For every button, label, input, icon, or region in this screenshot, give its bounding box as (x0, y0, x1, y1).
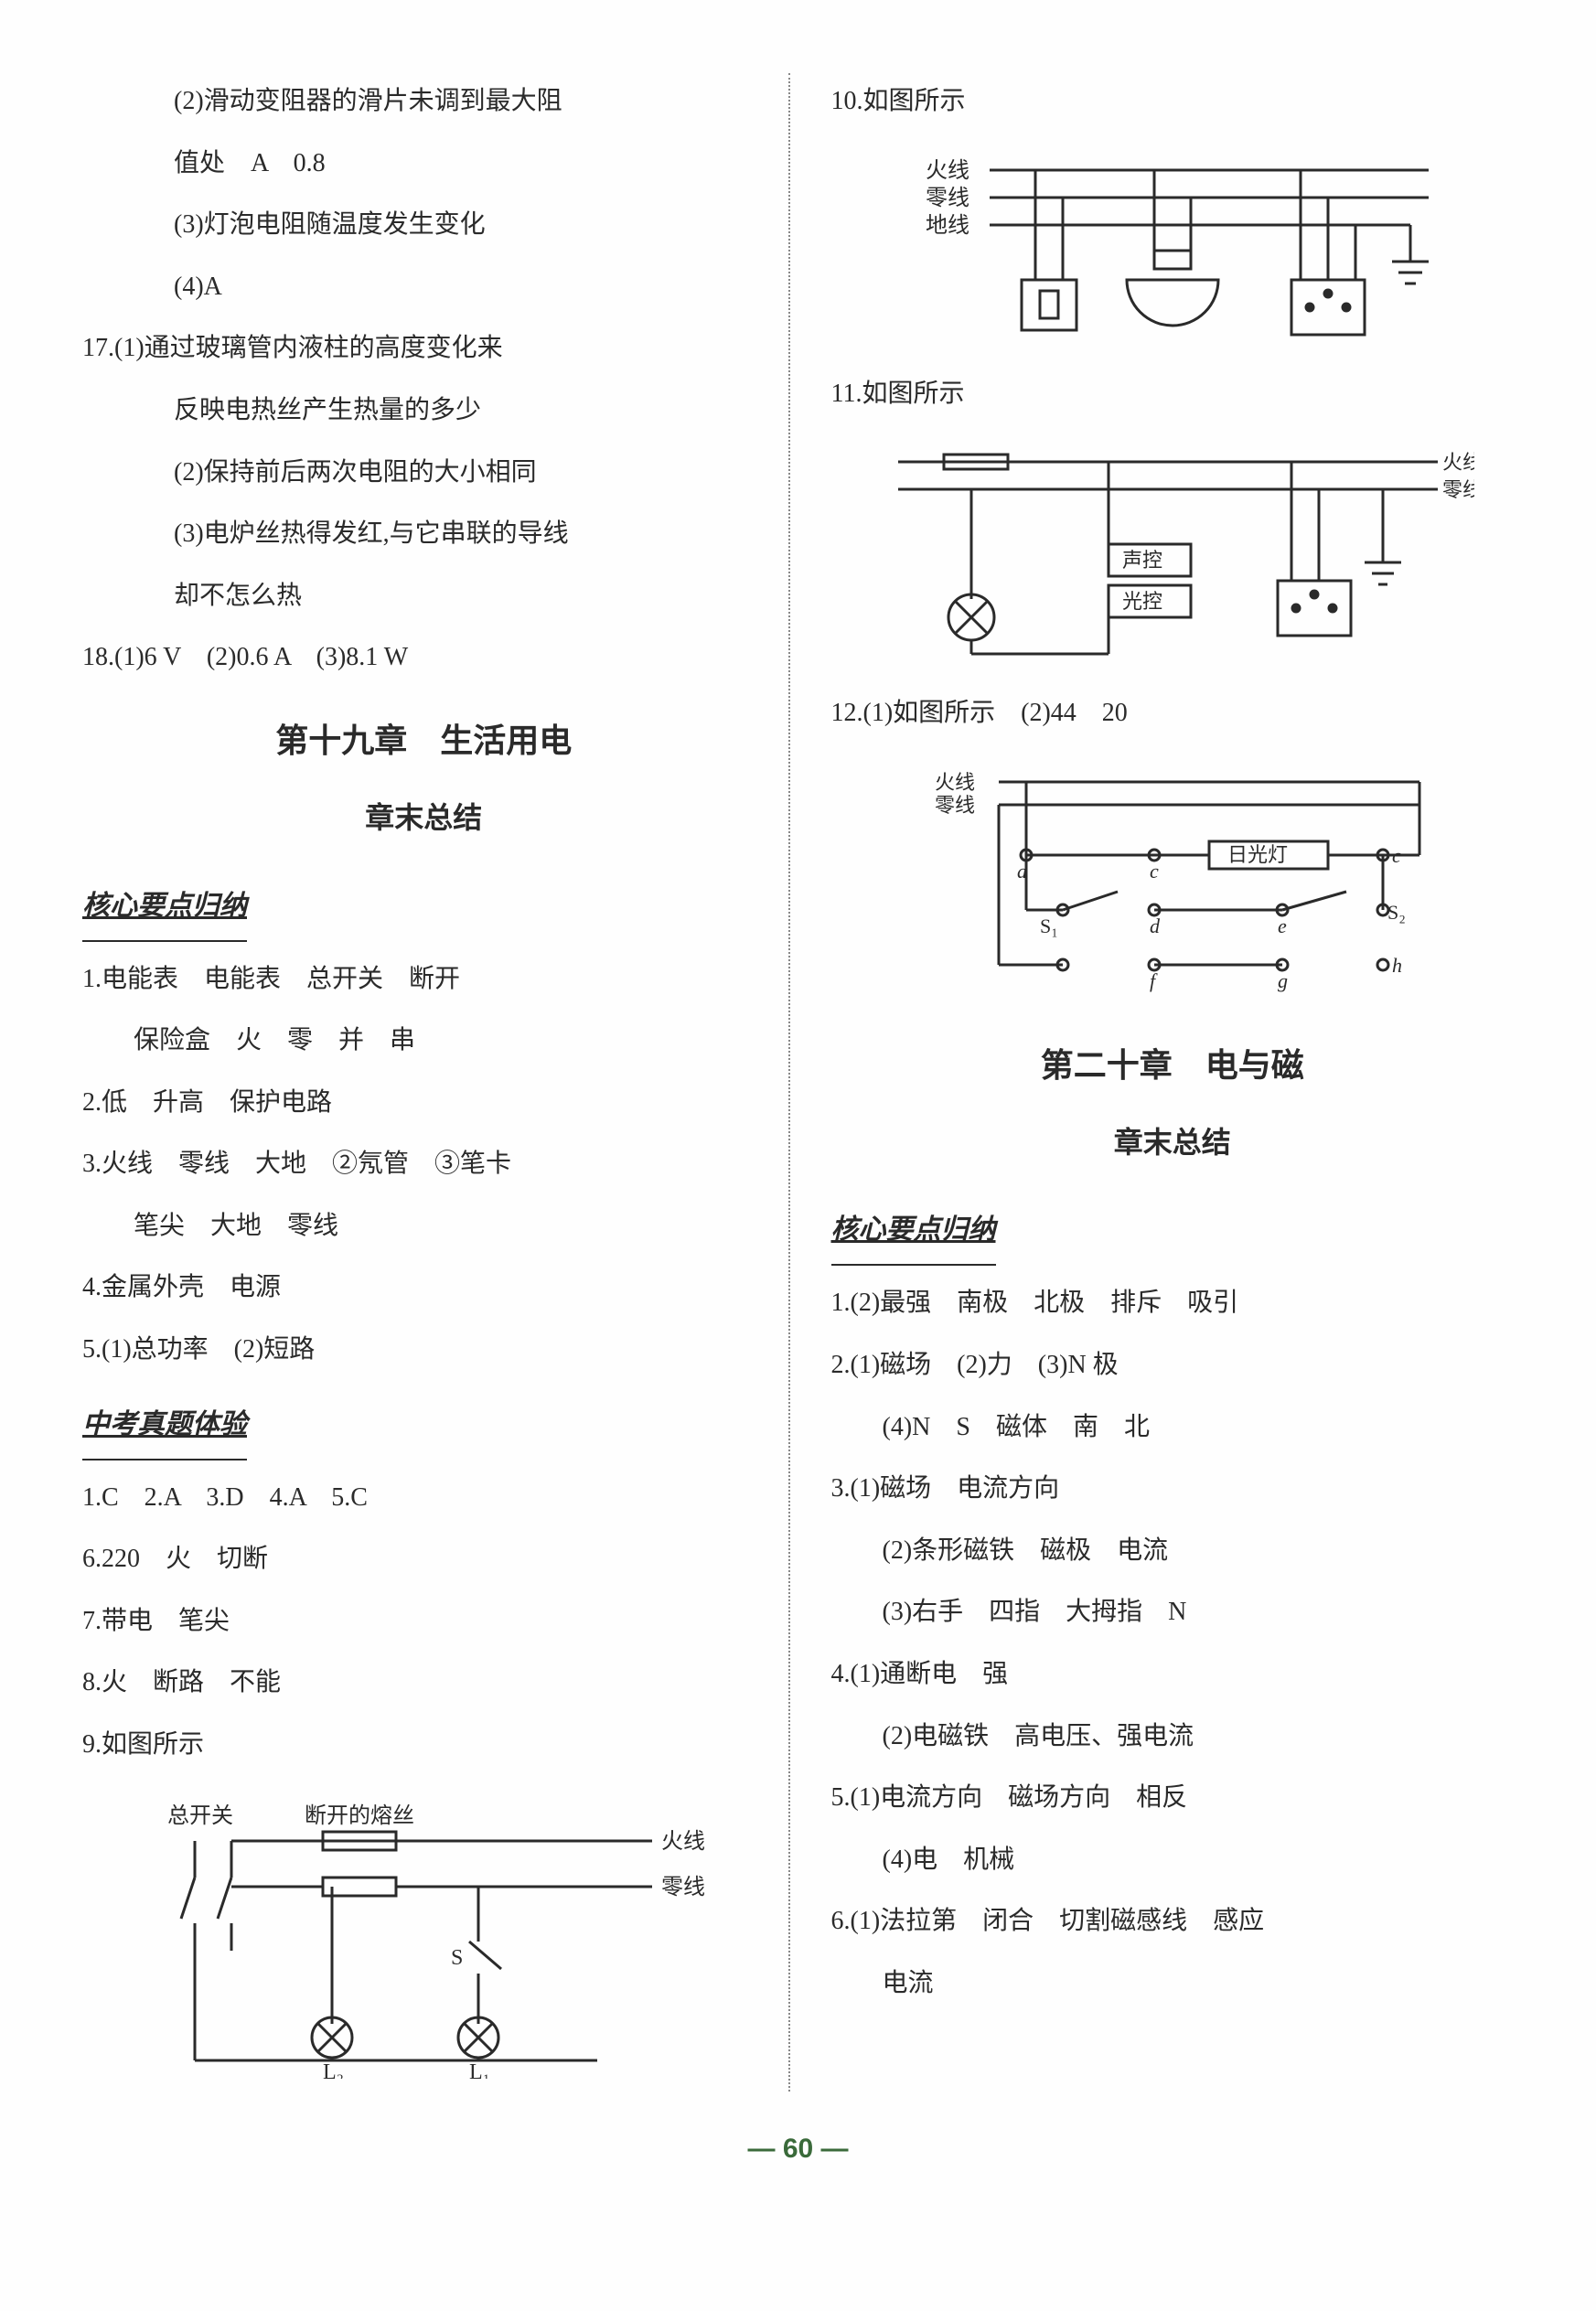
answer-text: 5.(1)总功率 (2)短路 (82, 1321, 766, 1378)
answer-text: (4)A (82, 259, 766, 316)
answer-text: (2)电磁铁 高电压、强电流 (831, 1708, 1515, 1765)
answer-text: 1.(2)最强 南极 北极 排斥 吸引 (831, 1275, 1515, 1332)
answer-text: (4)N S 磁体 南 北 (831, 1399, 1515, 1456)
label-s2: S₂ (1387, 901, 1406, 924)
label-main-switch: 总开关 (167, 1803, 233, 1828)
answer-text: 18.(1)6 V (2)0.6 A (3)8.1 W (82, 629, 766, 686)
label-l1: L₁ (469, 2060, 490, 2079)
two-column-layout: (2)滑动变阻器的滑片未调到最大阻 值处 A 0.8 (3)灯泡电阻随温度发生变… (82, 73, 1514, 2092)
label-a: a (1017, 860, 1027, 883)
answer-text: 值处 A 0.8 (82, 135, 766, 192)
answer-text: (4)电 机械 (831, 1832, 1515, 1888)
label-light-control: 光控 (1122, 590, 1162, 613)
answer-text: 10.如图所示 (831, 73, 1515, 130)
label-ground: 地线 (926, 213, 969, 238)
label-live: 火线 (661, 1829, 705, 1854)
answer-text: 17.(1)通过玻璃管内液柱的高度变化来 (82, 320, 766, 377)
label-f: f (1150, 969, 1158, 992)
answer-text: 2.低 升高 保护电路 (82, 1075, 766, 1131)
label-neutral: 零线 (1442, 478, 1474, 501)
answer-text: 5.(1)电流方向 磁场方向 相反 (831, 1770, 1515, 1826)
section-heading: 中考真题体验 (82, 1395, 247, 1460)
answer-text: 12.(1)如图所示 (2)44 20 (831, 685, 1515, 742)
answer-text: 电流 (831, 1955, 1515, 2012)
answer-text: 3.(1)磁场 电流方向 (831, 1460, 1515, 1517)
answer-text: 4.(1)通断电 强 (831, 1646, 1515, 1703)
circuit-diagram-10: 火线 零线 地线 (880, 143, 1465, 353)
label-e: e (1278, 915, 1287, 937)
circuit-diagram-12: 火线 零线 日光灯 a c c d e f g h S₁ S₂ (880, 754, 1465, 1011)
answer-text: 11.如图所示 (831, 366, 1515, 423)
answer-text: 9.如图所示 (82, 1717, 766, 1773)
answer-text: 3.火线 零线 大地 ②氖管 ③笔卡 (82, 1136, 766, 1193)
circuit-diagram-11: 火线 零线 声控 光控 (871, 434, 1474, 672)
answer-text: 7.带电 笔尖 (82, 1593, 766, 1650)
right-column: 10.如图所示 (818, 73, 1515, 2092)
circuit-diagram-9: 总开关 断开的熔丝 火线 零线 S L₂ L₁ (140, 1786, 707, 2079)
chapter-subtitle: 章末总结 (82, 786, 766, 850)
label-neutral: 零线 (926, 186, 969, 210)
answer-text: 6.220 火 切断 (82, 1531, 766, 1588)
chapter-title: 第二十章 电与磁 (831, 1029, 1515, 1101)
label-s1: S₁ (1040, 915, 1058, 937)
answer-text: (2)保持前后两次电阻的大小相同 (82, 444, 766, 501)
left-column: (2)滑动变阻器的滑片未调到最大阻 值处 A 0.8 (3)灯泡电阻随温度发生变… (82, 73, 790, 2092)
section-heading: 核心要点归纳 (82, 876, 247, 942)
answer-text: 1.C 2.A 3.D 4.A 5.C (82, 1470, 766, 1526)
answer-text: (2)条形磁铁 磁极 电流 (831, 1523, 1515, 1579)
answer-text: (3)电炉丝热得发红,与它串联的导线 (82, 506, 766, 562)
label-d: d (1150, 915, 1161, 937)
answer-text: 却不怎么热 (82, 568, 766, 625)
answer-text: 2.(1)磁场 (2)力 (3)N 极 (831, 1337, 1515, 1394)
page-number: — 60 — (82, 2119, 1514, 2179)
answer-text: 6.(1)法拉第 闭合 切割磁感线 感应 (831, 1893, 1515, 1950)
label-sound-control: 声控 (1122, 549, 1162, 572)
label-c: c (1392, 844, 1401, 867)
answer-text: 4.金属外壳 电源 (82, 1259, 766, 1316)
answer-text: 保险盒 火 零 并 串 (82, 1012, 766, 1069)
answer-text: 笔尖 大地 零线 (82, 1198, 766, 1255)
label-live: 火线 (1442, 451, 1474, 474)
label-fuse: 断开的熔丝 (305, 1803, 414, 1828)
answer-text: 反映电热丝产生热量的多少 (82, 382, 766, 439)
chapter-subtitle: 章末总结 (831, 1110, 1515, 1174)
answer-text: (3)灯泡电阻随温度发生变化 (82, 197, 766, 253)
label-neutral: 零线 (661, 1875, 705, 1899)
answer-text: (3)右手 四指 大拇指 N (831, 1584, 1515, 1641)
label-l2: L₂ (323, 2060, 344, 2079)
label-live: 火线 (935, 771, 975, 794)
label-g: g (1278, 969, 1288, 992)
label-live: 火线 (926, 158, 969, 183)
chapter-title: 第十九章 生活用电 (82, 704, 766, 776)
section-heading: 核心要点归纳 (831, 1200, 996, 1266)
answer-text: 1.电能表 电能表 总开关 断开 (82, 951, 766, 1008)
answer-text: (2)滑动变阻器的滑片未调到最大阻 (82, 73, 766, 130)
label-neutral: 零线 (935, 794, 975, 817)
label-b: c (1150, 860, 1159, 883)
label-h: h (1392, 954, 1402, 977)
label-fluorescent-lamp: 日光灯 (1227, 843, 1288, 866)
page-number-value: 60 (783, 2134, 813, 2164)
label-switch-s: S (451, 1946, 463, 1970)
answer-text: 8.火 断路 不能 (82, 1654, 766, 1711)
